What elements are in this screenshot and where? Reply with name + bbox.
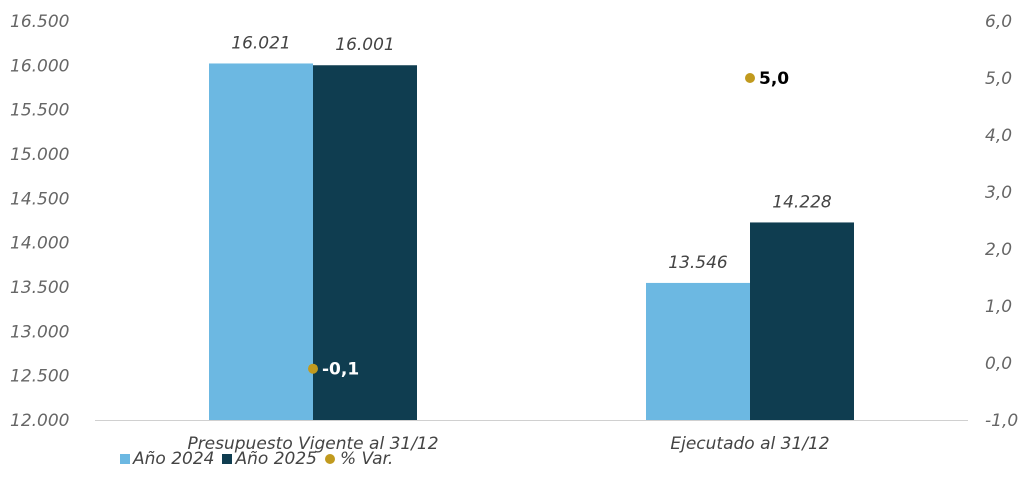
right-axis-tick-label: 4,0 (985, 126, 1012, 146)
right-axis-tick-label: 2,0 (985, 240, 1012, 260)
left-axis-tick-label: 13.500 (10, 278, 69, 298)
left-axis-tick-label: 15.000 (10, 145, 69, 165)
bar (646, 282, 750, 420)
legend-item: Año 2024 (120, 449, 214, 469)
pct-var-point (745, 73, 755, 83)
left-axis-tick-label: 12.500 (10, 367, 69, 387)
legend-item: Año 2025 (222, 449, 317, 469)
bar-data-label: 16.001 (335, 35, 394, 55)
bar-data-label: 16.021 (231, 33, 290, 53)
left-axis-tick-label: 14.000 (10, 234, 69, 254)
left-axis-tick-label: 12.000 (10, 411, 69, 431)
legend-swatch (120, 454, 130, 464)
category-label: Ejecutado al 31/12 (670, 434, 829, 454)
left-axis-tick-label: 14.500 (10, 189, 69, 209)
bar-data-label: 14.228 (772, 192, 832, 212)
right-axis-tick-label: 5,0 (985, 69, 1012, 89)
left-axis-tick-label: 15.500 (10, 101, 69, 121)
left-axis-tick-label: 16.500 (10, 12, 69, 32)
legend-label: Año 2025 (235, 449, 317, 469)
category-label: Presupuesto Vigente al 31/12 (187, 434, 438, 454)
right-axis-tick-label: 1,0 (985, 297, 1012, 317)
legend-item: % Var. (324, 449, 394, 469)
right-axis-tick-label: -1,0 (985, 411, 1018, 431)
pct-var-point (308, 363, 318, 374)
left-axis-tick-label: 13.000 (10, 322, 69, 342)
legend-swatch (324, 454, 335, 464)
right-axis-tick-label: 0,0 (985, 354, 1012, 374)
right-axis-tick-label: 6,0 (985, 12, 1012, 32)
pct-var-label: -0,1 (322, 360, 359, 380)
left-axis-tick-label: 16.000 (10, 56, 69, 76)
chart-legend: Año 2024 Año 2025 % Var. (120, 449, 393, 469)
bar (313, 65, 417, 421)
bar (750, 222, 854, 420)
pct-var-label: 5,0 (759, 69, 789, 89)
legend-label: Año 2024 (133, 449, 215, 469)
bar (209, 63, 313, 420)
legend-swatch (222, 454, 233, 464)
right-axis-tick-label: 3,0 (985, 183, 1012, 203)
bar-data-label: 13.546 (668, 253, 728, 273)
legend-label: % Var. (339, 449, 394, 469)
